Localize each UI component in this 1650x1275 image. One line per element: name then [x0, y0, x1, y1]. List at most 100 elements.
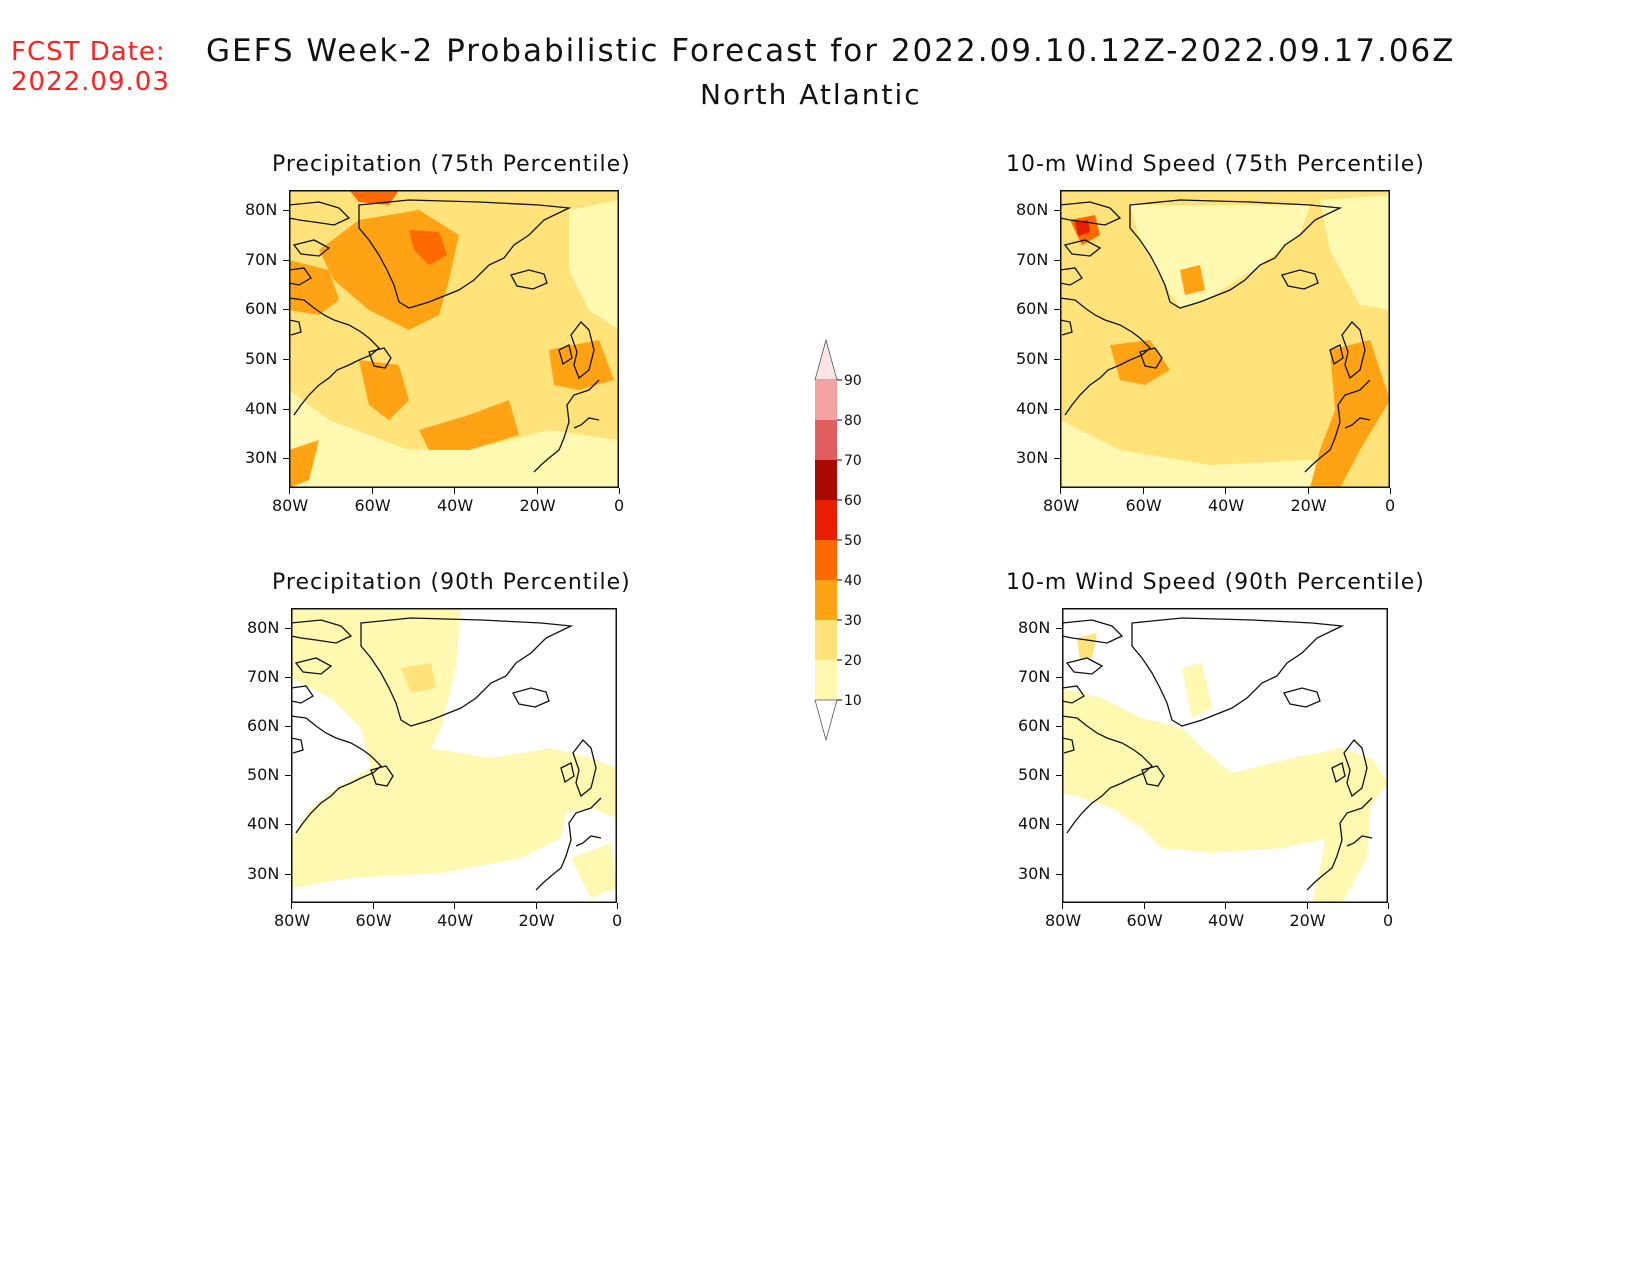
lon-tick-precip-90: [372, 903, 374, 909]
colorbar-label: 40: [844, 573, 862, 589]
lat-label-precip-75: 50N: [245, 348, 278, 368]
lat-label-precip-90: 60N: [247, 716, 280, 735]
lon-tick-precip-90: [535, 903, 537, 909]
lat-tick-precip-90: [285, 873, 291, 875]
colorbar-top-triangle: [814, 338, 838, 381]
lat-label-precip-75: 30N: [245, 448, 278, 468]
colorbar: 10 20 30 40 50 60 70 80 90: [814, 338, 862, 742]
lon-label-wind-90: 20W: [1289, 911, 1326, 930]
lat-label-precip-90: 80N: [247, 617, 280, 637]
lon-tick-wind-90: [1143, 903, 1145, 909]
lat-label-wind-90: 40N: [1018, 814, 1051, 834]
lat-label-wind-90: 60N: [1018, 716, 1051, 735]
colorbar-label: 80: [844, 413, 862, 429]
lat-label-precip-75: 40N: [245, 398, 278, 418]
lat-tick-precip-90: [285, 775, 291, 777]
lat-tick-wind-75: [1054, 209, 1060, 211]
lat-label-wind-75: 30N: [1016, 448, 1049, 468]
lat-tick-precip-75: [283, 358, 289, 360]
lon-label-precip-75: 40W: [437, 496, 474, 515]
lat-tick-precip-90: [285, 824, 291, 826]
lon-label-precip-90: 40W: [437, 911, 474, 930]
lon-label-precip-75: 20W: [519, 496, 556, 515]
lat-label-precip-90: 70N: [247, 666, 280, 686]
lat-tick-wind-90: [1056, 824, 1062, 826]
lon-label-precip-90: 60W: [355, 911, 392, 930]
lon-label-precip-90: 0: [612, 911, 623, 930]
lat-tick-precip-75: [283, 309, 289, 311]
colorbar-segment: [815, 660, 837, 700]
colorbar-segment: [815, 420, 837, 460]
lat-tick-wind-75: [1054, 408, 1060, 410]
lon-tick-wind-90: [1306, 903, 1308, 909]
fcst-date: 2022.09.03: [11, 67, 170, 97]
lon-tick-precip-90: [454, 903, 455, 909]
lat-label-wind-75: 80N: [1016, 199, 1049, 219]
colorbar-label: 70: [844, 453, 862, 469]
lat-label-precip-75: 70N: [245, 249, 278, 269]
lon-tick-wind-75: [1307, 488, 1309, 494]
map-precip-75: [289, 190, 619, 488]
lon-tick-wind-90: [1388, 903, 1389, 909]
lon-label-wind-90: 80W: [1045, 911, 1082, 930]
lat-label-precip-90: 30N: [247, 863, 280, 883]
lon-tick-precip-75: [619, 488, 620, 494]
colorbar-label: 60: [844, 493, 862, 509]
lon-label-precip-75: 60W: [354, 496, 391, 515]
lat-tick-wind-75: [1054, 458, 1060, 460]
map-precip-90: [291, 608, 617, 903]
colorbar-segment: [815, 620, 837, 660]
lat-tick-precip-90: [285, 676, 291, 678]
panel-title-precip-75: Precipitation (75th Percentile): [272, 152, 631, 177]
lat-tick-wind-75: [1054, 259, 1060, 261]
colorbar-segment: [815, 540, 837, 580]
lat-tick-precip-75: [283, 259, 289, 261]
colorbar-label: 30: [844, 613, 862, 629]
lon-label-wind-90: 40W: [1208, 911, 1245, 930]
panel-title-precip-90: Precipitation (90th Percentile): [272, 570, 631, 595]
lon-label-wind-75: 0: [1385, 496, 1396, 515]
lon-label-wind-90: 0: [1383, 911, 1394, 930]
lat-label-precip-90: 40N: [247, 814, 280, 834]
lon-tick-precip-90: [291, 903, 292, 909]
lat-tick-wind-75: [1054, 309, 1060, 311]
lat-label-precip-90: 50N: [247, 765, 280, 785]
lat-label-precip-75: 60N: [245, 299, 278, 319]
page-subtitle: North Atlantic: [700, 78, 922, 111]
lat-label-wind-75: 40N: [1016, 398, 1049, 418]
colorbar-segment: [815, 460, 837, 500]
lon-tick-wind-90: [1062, 903, 1063, 909]
panel-title-wind-90: 10-m Wind Speed (90th Percentile): [1006, 570, 1425, 595]
colorbar-bottom-triangle: [814, 699, 838, 742]
lat-label-wind-90: 70N: [1018, 666, 1051, 686]
lon-label-wind-75: 60W: [1125, 496, 1162, 515]
lon-label-precip-75: 80W: [272, 496, 309, 515]
lon-tick-precip-75: [454, 488, 455, 494]
lon-label-wind-75: 80W: [1043, 496, 1080, 515]
lat-tick-precip-75: [283, 458, 289, 460]
panel-title-wind-75: 10-m Wind Speed (75th Percentile): [1006, 152, 1425, 177]
lat-label-wind-75: 70N: [1016, 249, 1049, 269]
lat-tick-wind-90: [1056, 726, 1062, 727]
lon-tick-precip-90: [617, 903, 618, 909]
page-title: GEFS Week-2 Probabilistic Forecast for 2…: [206, 33, 1456, 69]
lon-tick-precip-75: [371, 488, 373, 494]
colorbar-label: 90: [844, 373, 862, 389]
lon-label-precip-90: 20W: [518, 911, 555, 930]
lon-tick-wind-75: [1142, 488, 1144, 494]
lon-tick-precip-75: [289, 488, 290, 494]
colorbar-segment: [815, 500, 837, 540]
lat-tick-wind-90: [1056, 873, 1062, 875]
lon-tick-wind-75: [1225, 488, 1226, 494]
lon-tick-wind-75: [1060, 488, 1061, 494]
colorbar-label: 20: [844, 653, 862, 669]
lat-tick-wind-75: [1054, 358, 1060, 360]
lat-label-wind-90: 50N: [1018, 765, 1051, 785]
lat-tick-precip-90: [285, 627, 291, 629]
lon-label-wind-75: 40W: [1208, 496, 1245, 515]
map-wind-75: [1060, 190, 1390, 488]
lon-tick-precip-75: [536, 488, 538, 494]
lat-tick-precip-75: [283, 209, 289, 211]
lat-label-precip-75: 80N: [245, 199, 278, 219]
lat-label-wind-90: 80N: [1018, 617, 1051, 637]
